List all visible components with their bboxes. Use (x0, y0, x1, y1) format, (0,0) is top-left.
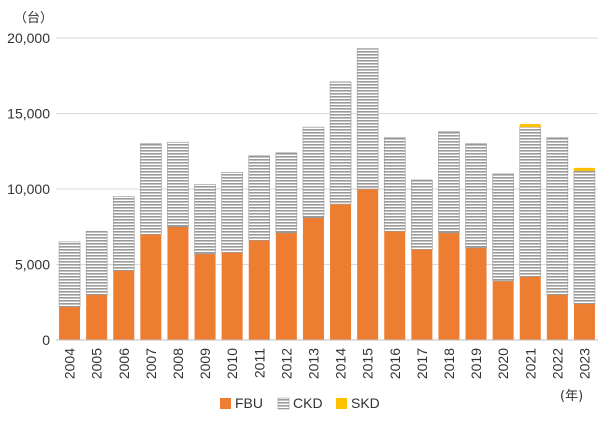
x-tick-label: 2007 (143, 348, 159, 379)
x-tick-label: 2016 (387, 348, 403, 379)
x-tick-label: 2017 (414, 348, 430, 379)
gridlines (56, 37, 598, 265)
x-tick-label: 2011 (251, 348, 267, 378)
x-tick-label: 2004 (62, 348, 78, 379)
bar-ckd-2013 (302, 126, 325, 218)
bar-ckd-2023 (573, 170, 596, 305)
bar-fbu-2006 (113, 270, 135, 340)
x-tick-label: 2023 (576, 348, 592, 379)
x-tick-label: 2021 (522, 348, 538, 379)
bar-ckd-2017 (411, 179, 433, 250)
bar-fbu-2021 (519, 276, 541, 340)
x-tick-label: 2012 (278, 348, 294, 379)
y-tick-label: 20,000 (7, 30, 50, 46)
axes: 0 5,000 10,000 15,000 20,000 2004 2005 2006 2007… (7, 30, 598, 379)
bar-fbu-2017 (411, 249, 433, 340)
x-tick-label: 2008 (170, 348, 186, 379)
x-tick-label: 2009 (197, 348, 213, 379)
x-tick-label: 2018 (441, 348, 457, 379)
x-tick-label: 2014 (333, 348, 349, 379)
bar-skd-2023 (573, 167, 595, 171)
legend-swatch-ckd (277, 397, 290, 410)
x-tick-label: 2013 (305, 348, 321, 379)
bar-fbu-2012 (275, 232, 297, 340)
legend-label-fbu: FBU (235, 395, 263, 411)
bar-fbu-2007 (140, 234, 162, 340)
bar-fbu-2022 (546, 294, 568, 340)
bar-fbu-2013 (302, 217, 324, 340)
bar-ckd-2006 (112, 196, 135, 271)
y-tick-label: 10,000 (7, 181, 50, 197)
bar-fbu-2018 (438, 232, 460, 340)
bar-ckd-2009 (194, 184, 216, 255)
x-tick-label: 2005 (89, 348, 105, 379)
x-unit-label: (年) (560, 389, 583, 404)
bar-ckd-2004 (58, 241, 81, 308)
bar-ckd-2019 (465, 143, 487, 249)
x-tick-label: 2022 (549, 348, 565, 379)
y-unit-label: （台） (14, 11, 53, 26)
bars (58, 48, 596, 340)
legend: FBU CKD SKD (220, 395, 380, 411)
bar-ckd-2021 (519, 126, 542, 277)
bar-skd-2021 (519, 124, 541, 128)
y-tick-label: 5,000 (15, 257, 50, 273)
bar-ckd-2020 (492, 173, 514, 282)
bar-ckd-2008 (167, 141, 189, 228)
x-tick-label: 2020 (495, 348, 511, 379)
bar-fbu-2011 (248, 240, 270, 340)
legend-label-ckd: CKD (293, 395, 323, 411)
y-tick-label: 15,000 (7, 106, 50, 122)
bar-fbu-2008 (167, 226, 189, 340)
legend-label-skd: SKD (351, 395, 380, 411)
legend-swatch-skd (336, 398, 347, 409)
x-tick-label: 2019 (468, 348, 484, 379)
bar-fbu-2004 (59, 306, 81, 340)
bar-ckd-2011 (248, 155, 271, 241)
bar-ckd-2015 (356, 48, 379, 190)
x-tick-label: 2006 (116, 348, 132, 379)
bar-ckd-2007 (140, 143, 162, 235)
x-tick-label: 2015 (360, 348, 376, 379)
legend-swatch-fbu (220, 398, 231, 409)
bar-fbu-2023 (573, 303, 595, 340)
bar-ckd-2018 (438, 131, 460, 234)
x-tick-label: 2010 (224, 348, 240, 379)
bar-ckd-2016 (383, 137, 406, 232)
bar-ckd-2022 (546, 137, 569, 295)
bar-ckd-2014 (329, 81, 352, 205)
bar-ckd-2005 (85, 230, 108, 295)
bar-fbu-2009 (194, 253, 216, 340)
bar-fbu-2016 (384, 231, 406, 340)
bar-fbu-2005 (86, 294, 108, 340)
bar-fbu-2015 (357, 189, 379, 340)
bar-ckd-2012 (275, 152, 298, 234)
bar-ckd-2010 (221, 172, 243, 253)
bar-fbu-2020 (492, 281, 514, 340)
bar-fbu-2019 (465, 247, 487, 340)
y-tick-label: 0 (42, 332, 50, 348)
bar-fbu-2014 (330, 204, 352, 340)
bar-fbu-2010 (221, 252, 243, 340)
